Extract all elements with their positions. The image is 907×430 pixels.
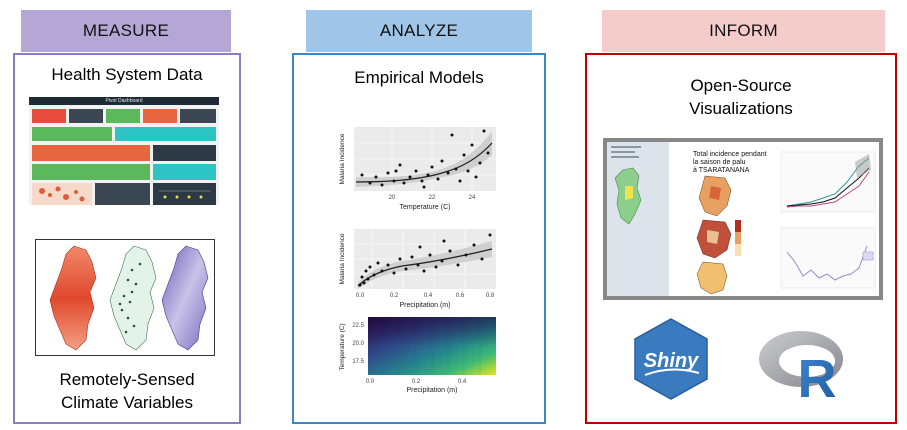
vegetation-map-shape: [109, 245, 157, 351]
dashboard-tile: [180, 109, 216, 123]
analyze-header: ANALYZE: [306, 10, 532, 52]
dashboard-screenshot: Pivot Dashboard: [29, 97, 219, 205]
climate-maps-image: [35, 239, 215, 356]
visualization-svg: Total incidence pendant la saison de pal…: [607, 142, 876, 296]
inform-title-line-2: Visualizations: [689, 99, 793, 118]
temperature-map-shape: [49, 245, 97, 351]
plot2-tick-4: 0.6: [456, 293, 465, 299]
plot2-tick-2: 0.2: [390, 293, 399, 299]
plot2-ylabel: Malaria Incidence: [339, 233, 346, 284]
dashboard-tile: [32, 127, 112, 141]
visualization-screenshot: Total incidence pendant la saison de pal…: [603, 138, 883, 300]
precipitation-scatter-plot: 0.0 0.2 0.4 0.6 0.8 Precipitation (m) Ma…: [339, 229, 496, 309]
r-logo: R: [759, 331, 843, 401]
plot3-xtick-2: 0.2: [412, 379, 421, 385]
viz-title-line-3: à TSARATANANA: [693, 167, 750, 174]
dashboard-tile: [153, 145, 216, 161]
plot3-ytick-3: 17.5: [352, 359, 364, 365]
dashboard-tile: [153, 183, 216, 205]
plot3-ytick-1: 22.5: [352, 323, 364, 329]
incidence-map-3: [696, 261, 728, 295]
plot3-xtick-3: 0.4: [458, 379, 467, 385]
plot2-tick-3: 0.4: [424, 293, 433, 299]
plot1-xlabel: Temperature (C): [400, 204, 451, 211]
plot3-ytick-2: 20.0: [352, 341, 364, 347]
temperature-scatter-plot: 20 22 24 Temperature (C) Malaria Inciden…: [339, 127, 496, 211]
dashboard-tile: [115, 127, 216, 141]
plot2-xlabel: Precipitation (m): [400, 302, 451, 309]
shiny-logo: Shiny: [634, 318, 708, 400]
inform-title-line-1: Open-Source: [690, 76, 792, 95]
inform-panel: Open-Source Visualizations Total inciden…: [585, 53, 897, 424]
dashboard-tile: [69, 109, 103, 123]
measure-header: MEASURE: [21, 10, 231, 52]
dashboard-tile: [153, 164, 216, 180]
plot1-tick-2: 22: [429, 195, 436, 201]
dashboard-tile: [106, 109, 140, 123]
inform-header: INFORM: [602, 10, 885, 52]
dashboard-top-bar: Pivot Dashboard: [29, 97, 219, 105]
dashboard-tile: [95, 183, 150, 205]
dashboard-map-tile: [32, 183, 92, 205]
heatmap-plot: 22.5 20.0 17.5 0.0 0.2 0.4 Precipitation…: [339, 317, 496, 394]
r-logo-letter: R: [798, 349, 837, 401]
measure-title: Health System Data: [51, 65, 203, 84]
viz-title-line-1: Total incidence pendant: [693, 151, 767, 158]
shiny-logo-text: Shiny: [644, 350, 699, 372]
plot3-xtick-1: 0.0: [366, 379, 375, 385]
plot1-tick-1: 20: [389, 195, 396, 201]
analyze-header-label: ANALYZE: [379, 21, 459, 40]
dashboard-tile: [32, 164, 150, 180]
analyze-title: Empirical Models: [354, 68, 484, 87]
measure-subtitle-line-1: Remotely-Sensed: [59, 370, 195, 389]
measure-subtitle-line-2: Climate Variables: [61, 393, 193, 412]
plot2-tick-5: 0.8: [486, 293, 495, 299]
vegetation-points: [118, 262, 142, 334]
dashboard-mini-map: [39, 186, 85, 202]
dashboard-tile: [32, 109, 66, 123]
climate-maps-svg: [49, 245, 209, 351]
dashboard-tile: [143, 109, 177, 123]
analyze-panel: Empirical Models 20 22 24 Temperature (C…: [292, 53, 546, 424]
measure-panel: Health System Data Pivot Dashboard: [13, 53, 241, 424]
plot3-ylabel: Temperature (C): [339, 323, 346, 370]
dashboard-title: Pivot Dashboard: [105, 98, 143, 104]
dashboard-mini-chart: [159, 190, 211, 199]
plot1-ylabel: Malaria Incidence: [339, 133, 346, 184]
plot3-xlabel: Precipitation (m): [407, 387, 458, 394]
measure-header-label: MEASURE: [82, 21, 170, 40]
inform-header-label: INFORM: [709, 21, 778, 40]
dashboard-tile: [32, 145, 150, 161]
plot2-tick-1: 0.0: [356, 293, 365, 299]
precipitation-map-shape: [161, 245, 209, 351]
viz-title-line-2: la saison de palu: [693, 159, 746, 166]
plot1-tick-3: 24: [469, 195, 476, 201]
